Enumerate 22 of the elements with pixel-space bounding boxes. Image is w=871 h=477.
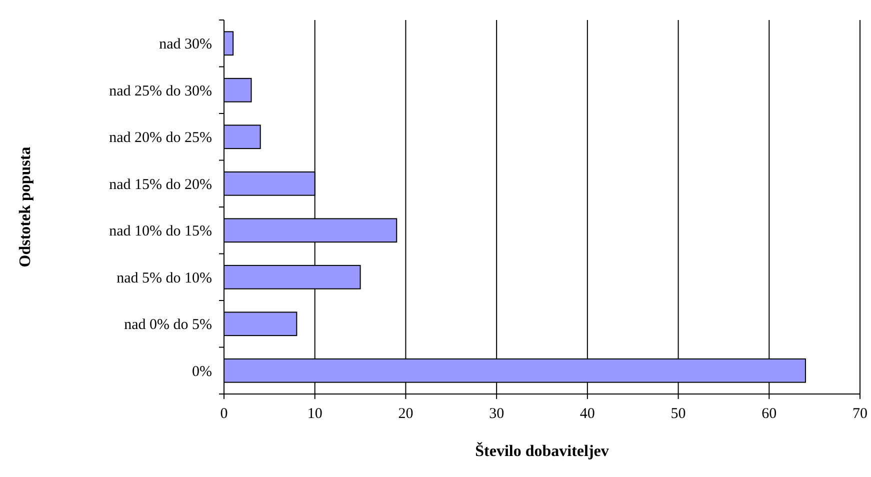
y-tick-label: nad 10% do 15%: [109, 224, 212, 240]
x-tick-label: 20: [398, 406, 414, 422]
y-tick-label: nad 15% do 20%: [109, 176, 212, 193]
x-tick-label: 50: [670, 406, 686, 422]
y-axis-title: Odstotek popusta: [17, 146, 34, 268]
bar: [224, 312, 298, 336]
y-tick-label: nad 20% do 25%: [109, 130, 212, 146]
x-axis-title: Število dobaviteljev: [475, 442, 609, 460]
x-tick-label: 40: [580, 406, 595, 422]
x-tick-label: 10: [307, 406, 322, 422]
y-tick-label: 0%: [192, 364, 212, 380]
bar: [224, 31, 234, 56]
x-tick-label: 60: [762, 406, 777, 422]
x-tick-label: 30: [489, 406, 504, 422]
y-tick-label: nad 25% do 30%: [109, 83, 212, 100]
bar: [224, 78, 252, 102]
x-tick-label: 70: [852, 406, 868, 422]
bar: [224, 124, 261, 150]
y-tick-label: nad 30%: [159, 36, 212, 53]
y-tick-label: nad 0% do 5%: [124, 317, 212, 334]
x-tick-label: 0: [220, 406, 228, 422]
y-tick-label: nad 5% do 10%: [116, 270, 212, 286]
